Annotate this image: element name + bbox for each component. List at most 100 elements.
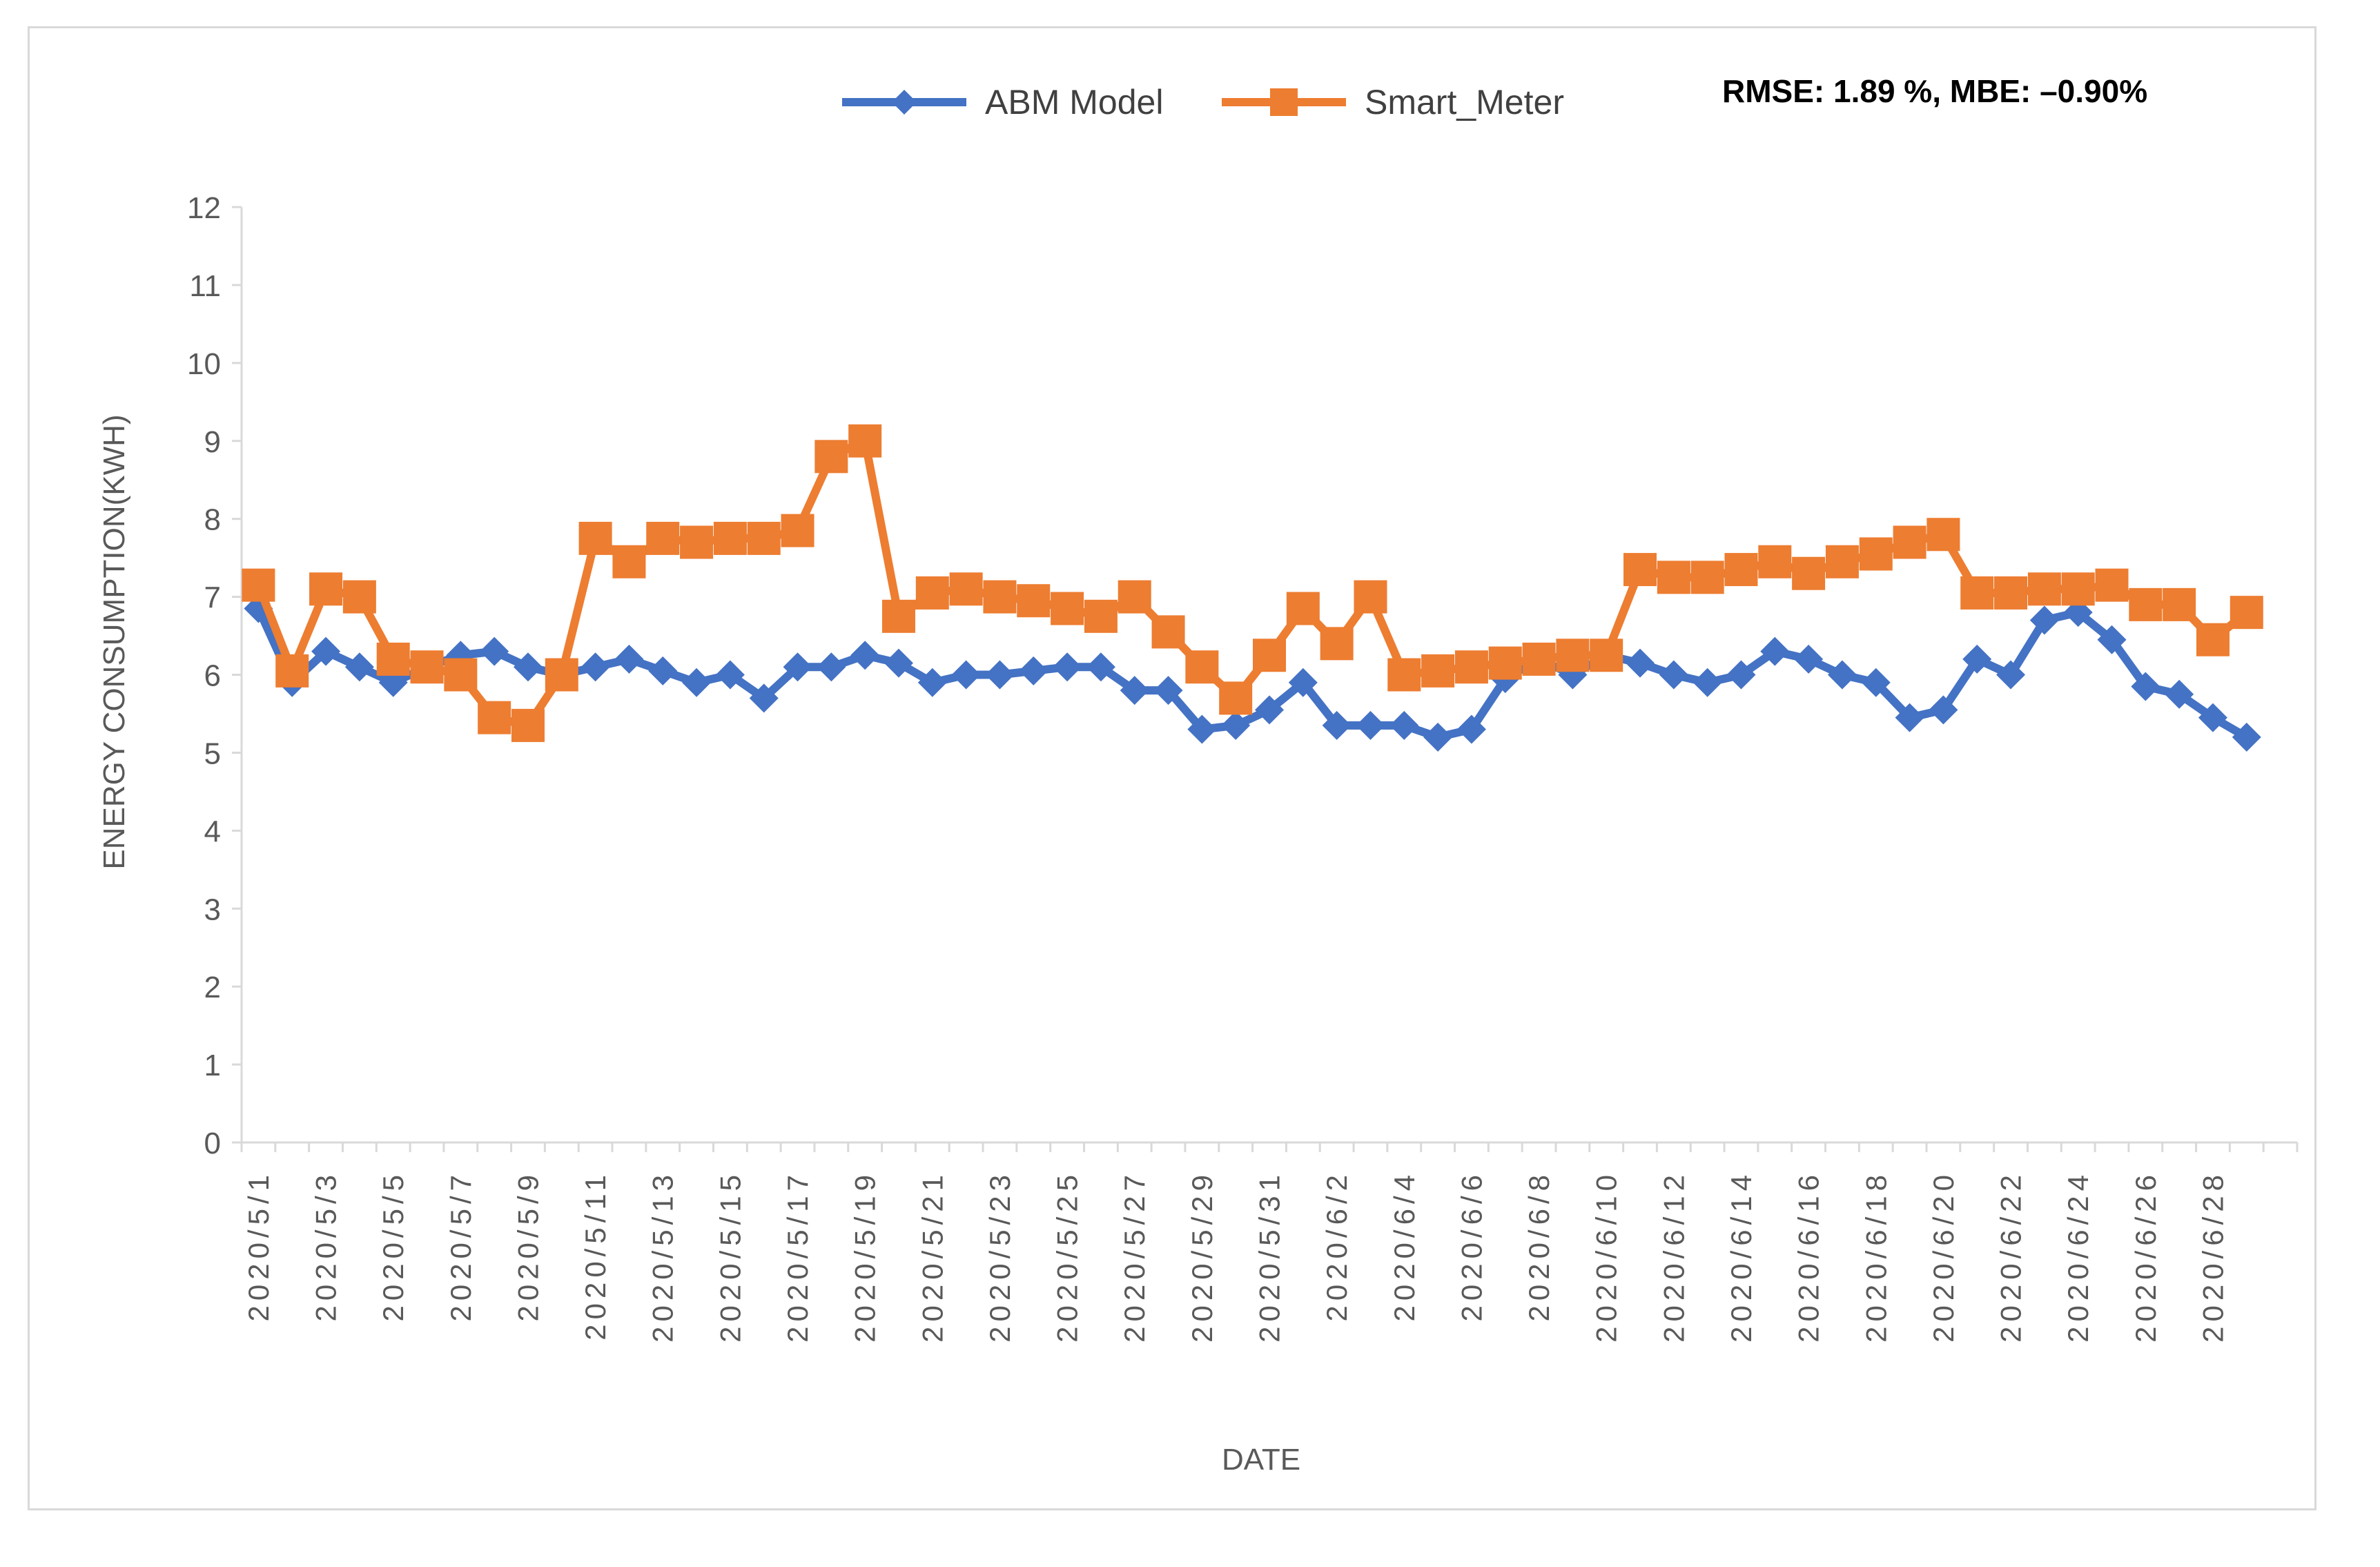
data-point-abm-model[interactable] — [1053, 652, 1082, 682]
data-point-smart-meter[interactable] — [815, 440, 848, 474]
data-point-abm-model[interactable] — [1019, 656, 1048, 685]
data-point-smart-meter[interactable] — [848, 424, 882, 458]
data-point-abm-model[interactable] — [648, 656, 678, 685]
data-point-smart-meter[interactable] — [1286, 592, 1320, 625]
data-point-abm-model[interactable] — [1659, 660, 1688, 690]
data-point-abm-model[interactable] — [1962, 644, 1992, 674]
data-point-smart-meter[interactable] — [2129, 587, 2163, 621]
data-point-abm-model[interactable] — [1895, 703, 1924, 732]
data-point-smart-meter[interactable] — [1657, 561, 1690, 594]
data-point-abm-model[interactable] — [311, 636, 341, 666]
data-point-smart-meter[interactable] — [545, 658, 578, 692]
data-point-smart-meter[interactable] — [747, 521, 781, 555]
data-point-smart-meter[interactable] — [1724, 553, 1758, 587]
data-point-abm-model[interactable] — [2232, 722, 2261, 752]
data-point-smart-meter[interactable] — [1758, 545, 1792, 578]
data-point-abm-model[interactable] — [1456, 714, 1486, 744]
data-point-smart-meter[interactable] — [915, 576, 949, 610]
data-point-abm-model[interactable] — [2097, 625, 2127, 654]
data-point-smart-meter[interactable] — [1253, 639, 1286, 672]
data-point-smart-meter[interactable] — [1994, 576, 2028, 610]
data-point-smart-meter[interactable] — [376, 642, 410, 676]
data-point-smart-meter[interactable] — [1522, 642, 1556, 676]
data-point-smart-meter[interactable] — [2230, 596, 2263, 630]
data-point-smart-meter[interactable] — [1556, 639, 1590, 672]
data-point-smart-meter[interactable] — [881, 599, 915, 633]
data-point-smart-meter[interactable] — [1387, 658, 1421, 692]
data-point-abm-model[interactable] — [1153, 676, 1183, 705]
data-point-smart-meter[interactable] — [612, 545, 646, 578]
data-point-abm-model[interactable] — [2198, 703, 2227, 732]
data-point-abm-model[interactable] — [2131, 672, 2160, 701]
data-point-smart-meter[interactable] — [410, 650, 444, 684]
data-point-smart-meter[interactable] — [2196, 623, 2230, 656]
data-point-smart-meter[interactable] — [2095, 568, 2129, 602]
data-point-abm-model[interactable] — [1120, 676, 1149, 705]
data-point-abm-model[interactable] — [1726, 660, 1756, 690]
data-point-abm-model[interactable] — [749, 683, 779, 713]
data-point-abm-model[interactable] — [1255, 695, 1284, 725]
data-point-smart-meter[interactable] — [478, 701, 511, 734]
data-point-smart-meter[interactable] — [1893, 525, 1927, 559]
data-point-smart-meter[interactable] — [2163, 587, 2196, 621]
data-point-smart-meter[interactable] — [1185, 650, 1219, 684]
data-point-smart-meter[interactable] — [444, 658, 478, 692]
data-point-smart-meter[interactable] — [242, 568, 275, 602]
data-point-smart-meter[interactable] — [680, 525, 714, 559]
data-point-smart-meter[interactable] — [1354, 580, 1387, 614]
data-point-abm-model[interactable] — [1288, 668, 1318, 697]
data-point-abm-model[interactable] — [581, 652, 610, 682]
data-point-smart-meter[interactable] — [1151, 615, 1185, 649]
legend-item-smart-meter[interactable]: Smart_Meter — [1218, 81, 1564, 123]
data-point-abm-model[interactable] — [1794, 644, 1824, 674]
data-point-smart-meter[interactable] — [1454, 650, 1488, 684]
legend-item-abm-model[interactable]: ABM Model — [839, 81, 1163, 123]
data-point-smart-meter[interactable] — [1859, 537, 1893, 571]
data-point-abm-model[interactable] — [817, 652, 846, 682]
data-point-abm-model[interactable] — [1322, 710, 1352, 740]
data-point-abm-model[interactable] — [715, 660, 745, 690]
data-point-abm-model[interactable] — [1760, 636, 1790, 666]
data-point-smart-meter[interactable] — [1825, 545, 1859, 578]
data-point-smart-meter[interactable] — [1690, 561, 1724, 594]
data-point-smart-meter[interactable] — [275, 654, 309, 688]
data-point-abm-model[interactable] — [2029, 605, 2059, 635]
data-point-abm-model[interactable] — [513, 652, 543, 682]
data-point-smart-meter[interactable] — [309, 572, 343, 606]
data-point-abm-model[interactable] — [1996, 660, 2026, 690]
data-point-smart-meter[interactable] — [713, 521, 747, 555]
data-point-smart-meter[interactable] — [1084, 599, 1118, 633]
data-point-abm-model[interactable] — [951, 660, 981, 690]
data-point-abm-model[interactable] — [783, 652, 812, 682]
data-point-abm-model[interactable] — [1861, 668, 1891, 697]
data-point-smart-meter[interactable] — [1051, 592, 1084, 625]
data-point-abm-model[interactable] — [917, 668, 947, 697]
data-point-smart-meter[interactable] — [1623, 553, 1657, 587]
data-point-abm-model[interactable] — [1626, 648, 1655, 678]
data-point-abm-model[interactable] — [850, 641, 880, 670]
data-point-smart-meter[interactable] — [1590, 639, 1623, 672]
data-point-smart-meter[interactable] — [1421, 654, 1455, 688]
data-point-smart-meter[interactable] — [578, 521, 612, 555]
data-point-abm-model[interactable] — [1423, 722, 1453, 752]
data-point-abm-model[interactable] — [1693, 668, 1722, 697]
data-point-abm-model[interactable] — [1827, 660, 1857, 690]
data-point-abm-model[interactable] — [614, 644, 644, 674]
data-point-smart-meter[interactable] — [342, 580, 376, 614]
data-point-smart-meter[interactable] — [2061, 572, 2095, 606]
data-point-smart-meter[interactable] — [1960, 576, 1994, 610]
data-point-smart-meter[interactable] — [1219, 681, 1253, 715]
data-point-abm-model[interactable] — [1187, 714, 1217, 744]
data-point-smart-meter[interactable] — [983, 580, 1017, 614]
data-point-abm-model[interactable] — [480, 636, 509, 666]
data-point-abm-model[interactable] — [884, 648, 913, 678]
data-point-smart-meter[interactable] — [781, 514, 815, 547]
data-point-smart-meter[interactable] — [646, 521, 680, 555]
data-point-smart-meter[interactable] — [1017, 584, 1051, 618]
data-point-abm-model[interactable] — [682, 668, 712, 697]
data-point-abm-model[interactable] — [1086, 652, 1115, 682]
data-point-abm-model[interactable] — [1929, 695, 1958, 725]
data-point-smart-meter[interactable] — [2027, 572, 2061, 606]
data-point-smart-meter[interactable] — [511, 708, 545, 742]
data-point-abm-model[interactable] — [344, 652, 374, 682]
